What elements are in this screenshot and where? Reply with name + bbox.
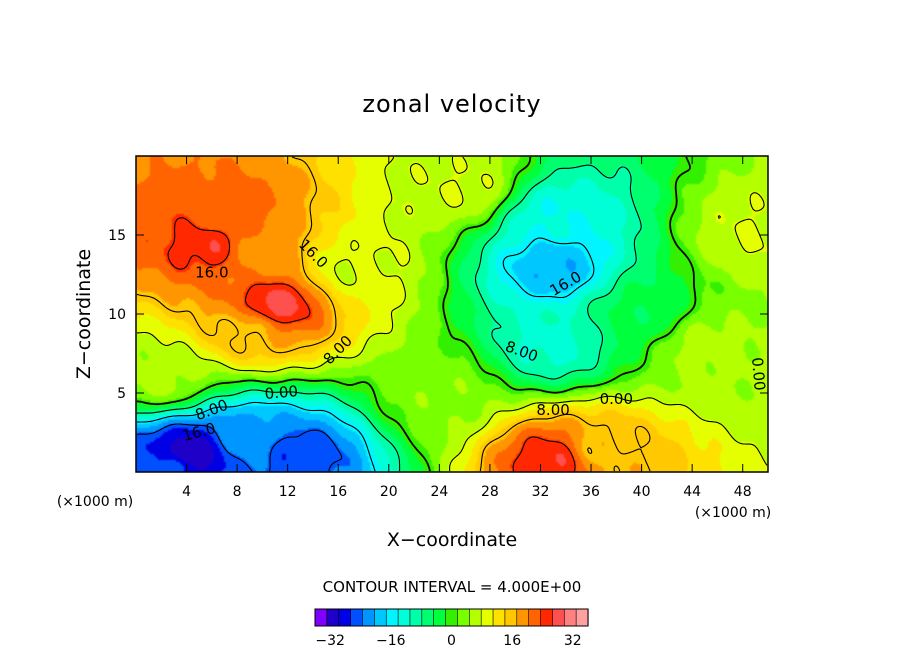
y-tick-label: 5 <box>117 386 126 402</box>
y-axis-ticks: 5 10 15 <box>108 228 768 402</box>
colorbar-swatch <box>397 608 411 627</box>
x-tick-label: 32 <box>532 484 550 500</box>
velocity-field <box>136 156 768 472</box>
x-tick-label: 44 <box>683 484 701 500</box>
colorbar-swatch <box>563 608 577 627</box>
colorbar-tick-label: −32 <box>315 633 345 649</box>
x-tick-label: 8 <box>233 484 242 500</box>
x-tick-label: 28 <box>481 484 499 500</box>
contour-line <box>136 156 697 472</box>
contour-label: 8.00 <box>536 401 569 419</box>
x-tick-label: 20 <box>380 484 398 500</box>
colorbar: −32 −16 0 16 32 <box>314 608 589 649</box>
colorbar-swatch <box>433 608 447 627</box>
contour-interval-text: CONTOUR INTERVAL = 4.000E+00 <box>323 578 582 596</box>
colorbar-swatch <box>362 608 375 627</box>
x-axis-ticks: 4 8 12 16 20 24 28 32 36 40 44 48 <box>182 156 752 500</box>
colorbar-swatch <box>504 608 518 627</box>
contour-label: 0.00 <box>748 357 769 392</box>
colorbar-swatch <box>468 608 482 627</box>
contour-line <box>137 164 642 471</box>
contour-line <box>136 156 651 472</box>
colorbar-swatch <box>516 608 530 627</box>
chart-title: zonal velocity <box>362 90 541 118</box>
colorbar-swatch <box>409 608 423 627</box>
colorbar-frame <box>314 608 589 627</box>
x-tick-label: 40 <box>633 484 651 500</box>
colorbar-tick-label: −16 <box>376 633 406 649</box>
colorbar-tick-label: 32 <box>564 633 582 649</box>
x-axis-label: X−coordinate <box>387 529 517 551</box>
contour-line <box>136 423 343 472</box>
colorbar-swatch <box>552 608 565 627</box>
colorbar-swatch <box>445 608 459 627</box>
x-tick-label: 48 <box>734 484 752 500</box>
colorbar-swatch <box>326 608 340 627</box>
colorbar-swatch <box>457 608 470 627</box>
x-tick-label: 12 <box>279 484 297 500</box>
contour-line <box>136 156 768 472</box>
colorbar-swatch <box>314 608 328 627</box>
y-tick-label: 15 <box>108 228 126 244</box>
colorbar-swatch <box>350 608 364 627</box>
x-tick-label: 16 <box>329 484 347 500</box>
colorbar-swatch <box>374 608 387 627</box>
contour-line <box>136 237 595 472</box>
colorbar-swatch <box>480 608 494 627</box>
colorbar-swatch <box>492 608 506 627</box>
contour-label: 0.00 <box>600 390 633 408</box>
colorbar-swatch <box>575 608 589 627</box>
y-axis-label: Z−coordinate <box>73 249 95 379</box>
x-tick-label: 4 <box>182 484 191 500</box>
colorbar-swatch <box>338 608 352 627</box>
x-unit-left: (×1000 m) <box>57 494 133 510</box>
contour-line <box>167 217 576 472</box>
contour-label: 16.0 <box>195 263 228 281</box>
colorbar-tick-label: 0 <box>447 633 456 649</box>
x-tick-label: 24 <box>430 484 448 500</box>
contour-lines: 16.016.08.000.008.0016.016.08.000.008.00… <box>136 156 769 472</box>
y-tick-label: 10 <box>108 307 126 323</box>
colorbar-tick-label: 16 <box>503 633 521 649</box>
colorbar-swatch <box>540 608 553 627</box>
contour-label: 0.00 <box>264 382 299 403</box>
colorbar-swatch <box>528 608 542 627</box>
plot-area: 16.016.08.000.008.0016.016.08.000.008.00… <box>135 155 769 473</box>
colorbar-swatch <box>385 608 399 627</box>
x-tick-label: 36 <box>582 484 600 500</box>
colorbar-swatch <box>421 608 435 627</box>
x-unit-right: (×1000 m) <box>695 505 771 521</box>
